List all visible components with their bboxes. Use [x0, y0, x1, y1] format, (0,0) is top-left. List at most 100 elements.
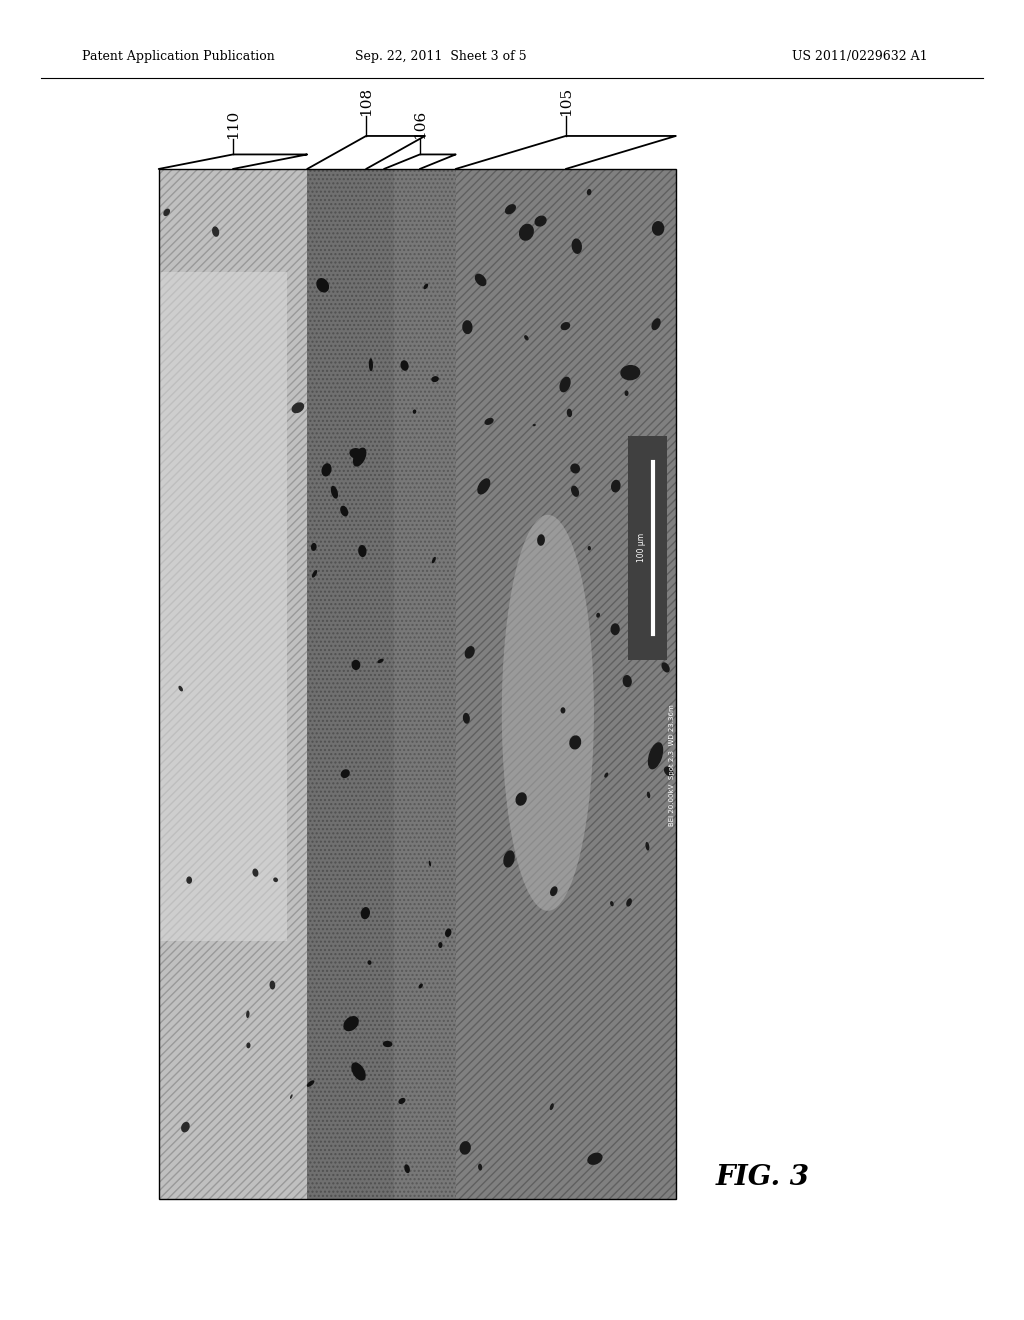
- Bar: [159, 169, 307, 1199]
- Ellipse shape: [588, 1152, 602, 1166]
- Ellipse shape: [502, 515, 594, 911]
- Ellipse shape: [505, 205, 516, 214]
- Ellipse shape: [664, 767, 674, 776]
- Text: BEI 20.00kV  Spot 2.3  WD 23.36m: BEI 20.00kV Spot 2.3 WD 23.36m: [669, 705, 675, 826]
- Text: 105: 105: [559, 87, 572, 116]
- Ellipse shape: [273, 878, 278, 882]
- Ellipse shape: [178, 686, 183, 692]
- Ellipse shape: [360, 907, 370, 919]
- Bar: [394, 169, 456, 1199]
- Text: Patent Application Publication: Patent Application Publication: [82, 50, 274, 63]
- Ellipse shape: [383, 1041, 392, 1047]
- Ellipse shape: [404, 1164, 410, 1173]
- Ellipse shape: [351, 1063, 366, 1081]
- Bar: [159, 169, 307, 1199]
- Ellipse shape: [331, 486, 338, 499]
- Ellipse shape: [431, 376, 439, 381]
- Ellipse shape: [445, 928, 452, 937]
- Ellipse shape: [627, 898, 632, 907]
- Ellipse shape: [621, 364, 640, 380]
- Ellipse shape: [465, 645, 475, 659]
- Ellipse shape: [460, 1140, 471, 1155]
- Ellipse shape: [532, 424, 536, 426]
- Ellipse shape: [398, 1098, 406, 1104]
- Ellipse shape: [559, 376, 570, 392]
- Ellipse shape: [429, 861, 431, 866]
- Ellipse shape: [587, 189, 592, 195]
- Ellipse shape: [478, 1164, 482, 1171]
- Ellipse shape: [538, 535, 545, 545]
- Bar: [159, 272, 287, 941]
- Ellipse shape: [519, 223, 534, 240]
- Ellipse shape: [625, 391, 629, 396]
- Ellipse shape: [351, 660, 360, 671]
- Ellipse shape: [369, 358, 373, 371]
- Ellipse shape: [484, 418, 494, 425]
- Text: 108: 108: [359, 87, 373, 116]
- Text: 110: 110: [226, 110, 240, 139]
- Ellipse shape: [645, 842, 649, 850]
- Ellipse shape: [413, 409, 417, 413]
- Ellipse shape: [186, 876, 193, 884]
- Ellipse shape: [651, 318, 660, 330]
- Ellipse shape: [316, 279, 329, 293]
- Ellipse shape: [648, 742, 664, 770]
- Ellipse shape: [349, 447, 362, 459]
- Ellipse shape: [353, 447, 367, 466]
- Bar: [307, 169, 394, 1199]
- Ellipse shape: [569, 735, 582, 750]
- Ellipse shape: [269, 981, 275, 990]
- Ellipse shape: [610, 902, 613, 907]
- Ellipse shape: [368, 960, 372, 965]
- Ellipse shape: [252, 869, 258, 876]
- Bar: [628, 436, 667, 660]
- Ellipse shape: [475, 273, 486, 286]
- Ellipse shape: [432, 557, 436, 564]
- Ellipse shape: [246, 1011, 250, 1018]
- Ellipse shape: [358, 545, 367, 557]
- Ellipse shape: [438, 942, 442, 948]
- Ellipse shape: [181, 1122, 189, 1133]
- Ellipse shape: [322, 463, 332, 477]
- Ellipse shape: [462, 321, 472, 334]
- Ellipse shape: [419, 983, 423, 989]
- Ellipse shape: [524, 335, 528, 341]
- Ellipse shape: [571, 239, 582, 253]
- Ellipse shape: [550, 1104, 554, 1110]
- Ellipse shape: [477, 478, 490, 495]
- Ellipse shape: [652, 220, 665, 236]
- Ellipse shape: [535, 215, 547, 227]
- Ellipse shape: [610, 623, 620, 635]
- Ellipse shape: [662, 663, 670, 673]
- Ellipse shape: [604, 772, 608, 777]
- Ellipse shape: [343, 1016, 358, 1031]
- Ellipse shape: [596, 612, 600, 618]
- Text: 106: 106: [413, 110, 427, 139]
- Ellipse shape: [588, 546, 591, 550]
- Bar: [456, 169, 676, 1199]
- Bar: [307, 169, 394, 1199]
- Ellipse shape: [570, 463, 580, 474]
- Ellipse shape: [463, 713, 470, 723]
- Text: Sep. 22, 2011  Sheet 3 of 5: Sep. 22, 2011 Sheet 3 of 5: [354, 50, 526, 63]
- Ellipse shape: [292, 403, 304, 413]
- Ellipse shape: [504, 850, 515, 867]
- Bar: [456, 169, 676, 1199]
- Ellipse shape: [307, 1080, 314, 1086]
- Ellipse shape: [290, 1094, 293, 1100]
- Ellipse shape: [247, 1043, 251, 1048]
- Ellipse shape: [311, 543, 316, 550]
- Bar: [394, 169, 456, 1199]
- Bar: [159, 169, 676, 1199]
- Ellipse shape: [424, 284, 428, 289]
- Ellipse shape: [647, 792, 650, 799]
- Text: FIG. 3: FIG. 3: [716, 1164, 810, 1191]
- Text: 100 μm: 100 μm: [637, 533, 645, 562]
- Text: US 2011/0229632 A1: US 2011/0229632 A1: [793, 50, 928, 63]
- Ellipse shape: [560, 322, 570, 330]
- Ellipse shape: [550, 886, 558, 896]
- Ellipse shape: [623, 675, 632, 688]
- Ellipse shape: [341, 770, 350, 777]
- Ellipse shape: [312, 570, 317, 578]
- Ellipse shape: [571, 486, 580, 496]
